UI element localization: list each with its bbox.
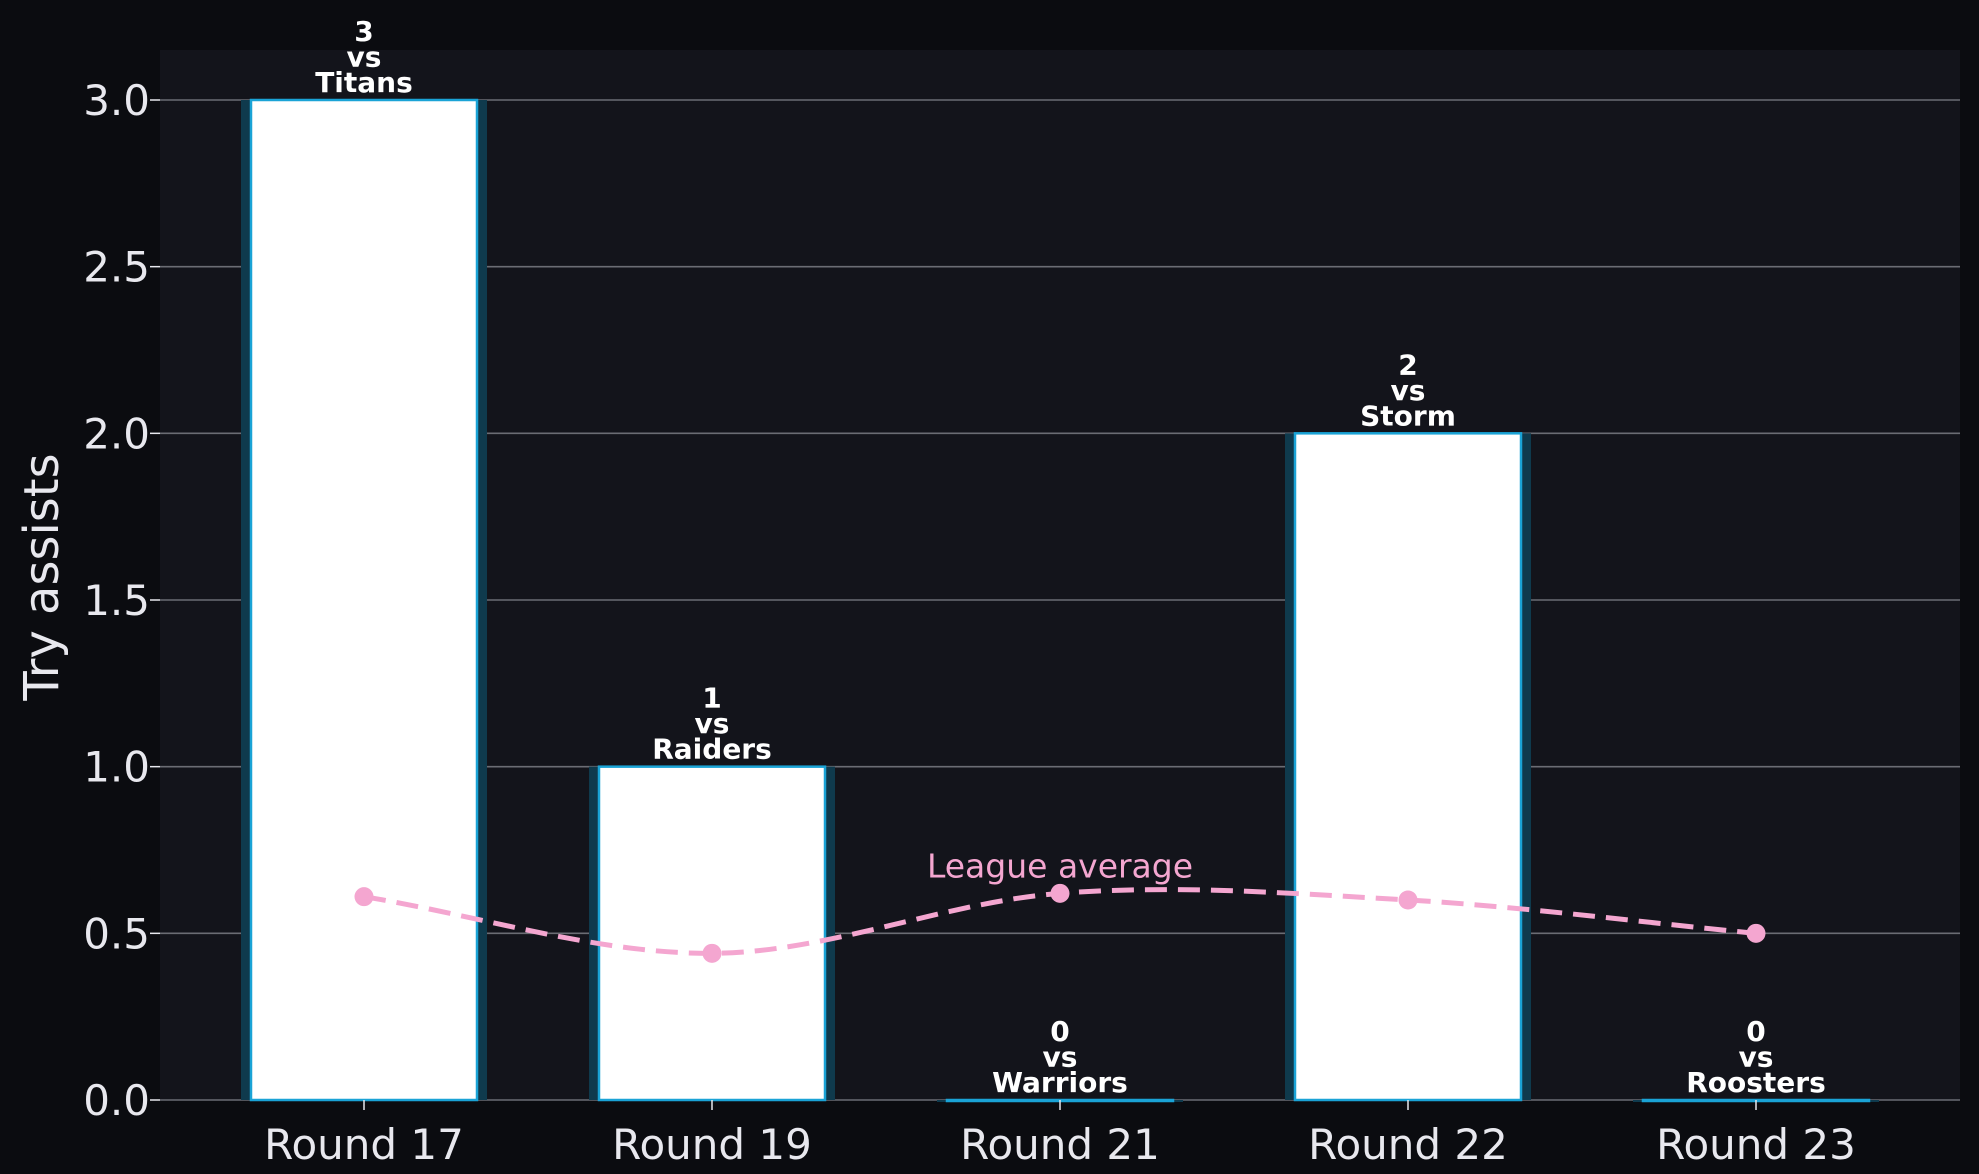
bar-value-label-4: 0 [1746,1015,1765,1048]
league-average-point-1 [702,943,722,963]
bar-vs-label-3: vs [1391,374,1426,407]
axis-ticks: 0.0 0.5 1.0 1.5 2.0 2.5 3.0 Round 17 Round 19 Rou… [83,76,1856,1169]
bar-labels: 3vsTitans1vsRaiders0vsWarriors2vsStorm0v… [315,15,1826,1099]
y-tick-label-5: 2.5 [83,243,150,292]
bar-value-label-2: 0 [1050,1015,1069,1048]
bar-opponent-label-3: Storm [1360,399,1456,432]
bar-0 [249,98,479,1102]
y-tick-label-3: 1.5 [83,576,150,625]
bar-vs-label-1: vs [695,707,730,740]
bar-vs-label-0: vs [347,41,382,74]
bar-opponent-label-4: Roosters [1686,1066,1826,1099]
league-average-series: League average [354,846,1766,963]
league-average-label: League average [927,846,1193,885]
league-average-point-4 [1746,923,1766,943]
bar-value-label-1: 1 [702,682,721,715]
y-tick-label-4: 2.0 [83,409,150,458]
league-average-point-0 [354,887,374,907]
y-tick-label-0: 0.0 [83,1076,150,1125]
bar-1 [597,765,827,1102]
league-average-point-3 [1398,890,1418,910]
x-tick-label-4: Round 23 [1656,1120,1856,1169]
bar-value-label-3: 2 [1398,348,1417,381]
y-tick-label-2: 1.0 [83,743,150,792]
bar-3 [1293,432,1523,1102]
league-average-point-2 [1050,883,1070,903]
x-tick-label-1: Round 19 [612,1120,812,1169]
y-tick-label-1: 0.5 [83,909,150,958]
x-tick-label-2: Round 21 [960,1120,1160,1169]
x-tick-label-3: Round 22 [1308,1120,1508,1169]
bar-opponent-label-1: Raiders [652,733,772,766]
bar-value-label-0: 3 [354,15,373,48]
bar-vs-label-4: vs [1739,1041,1774,1074]
y-axis-title: Try assists [14,453,70,701]
bar-opponent-label-2: Warriors [992,1066,1128,1099]
bar-opponent-label-0: Titans [315,66,413,99]
bar-vs-label-2: vs [1043,1041,1078,1074]
x-tick-label-0: Round 17 [264,1120,464,1169]
bars [241,98,1879,1103]
y-tick-label-6: 3.0 [83,76,150,125]
